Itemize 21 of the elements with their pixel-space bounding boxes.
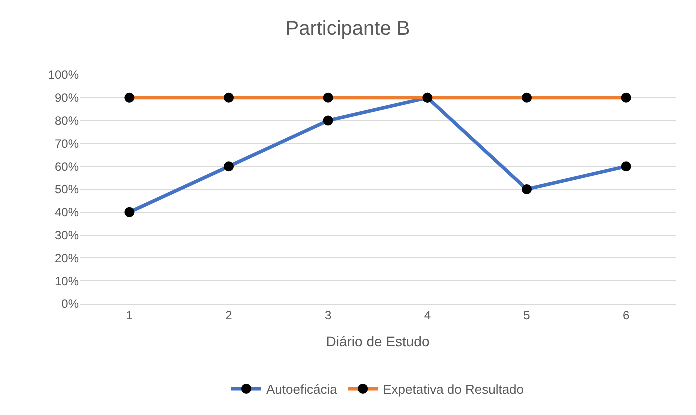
y-tick-label: 10% [54,274,80,288]
legend-label: Expetativa do Resultado [383,382,524,398]
x-axis-title: Diário de Estudo [326,334,430,350]
x-tick-label: 2 [226,308,233,322]
chart-title: Participante B [286,18,410,40]
legend-label: Autoeficácia [266,382,338,398]
y-tick-label: 70% [54,136,80,151]
x-tick-label: 5 [524,308,531,322]
y-tick-label: 40% [54,206,80,220]
y-tick-label: 50% [54,182,80,197]
y-tick-label: 0% [62,297,80,312]
x-tick-label: 3 [324,308,332,322]
y-tick-label: 60% [54,160,80,174]
y-tick-label: 90% [54,91,80,106]
y-tick-label: 100% [48,68,80,82]
x-tick-label: 4 [424,308,432,322]
y-tick-label: 80% [54,114,80,128]
x-tick-label: 6 [622,308,630,322]
x-tick-label: 1 [126,308,134,322]
y-tick-label: 30% [54,228,80,242]
y-tick-label: 20% [54,251,80,266]
